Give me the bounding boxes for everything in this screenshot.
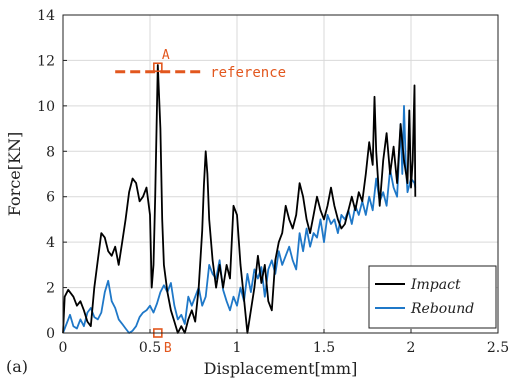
- y-tick-label: 6: [46, 190, 55, 206]
- marker-a: [153, 62, 163, 73]
- x-tick-label: 1.5: [313, 340, 335, 356]
- y-tick-label: 8: [46, 144, 55, 160]
- tick-labels: 0 0.5 1 1.5 2 2.5 0 2 4 6 8 10 12 14: [37, 8, 509, 356]
- plot-frame: [62, 14, 499, 334]
- x-tick-label: 2: [407, 340, 416, 356]
- y-tick-label: 10: [37, 99, 55, 115]
- series-layer: [62, 64, 417, 334]
- y-tick-label: 2: [46, 281, 55, 297]
- legend-label-rebound: Rebound: [410, 301, 474, 317]
- y-tick-label: 4: [46, 235, 55, 251]
- y-tick-label: 12: [37, 53, 55, 69]
- panel-label: (a): [6, 357, 28, 376]
- annotation-layer: reference A B: [115, 48, 286, 356]
- y-tick-label: 14: [37, 8, 55, 24]
- series-line-rebound: [62, 105, 417, 334]
- legend-label-impact: Impact: [410, 277, 461, 293]
- x-tick-label: 0.5: [139, 340, 161, 356]
- legend: Impact Rebound: [368, 265, 497, 329]
- reference-label: reference: [210, 65, 286, 81]
- series-line-impact: [62, 64, 417, 334]
- y-axis-label: Force[KN]: [5, 132, 24, 216]
- legend-box: [368, 265, 497, 329]
- x-axis-label: Displacement[mm]: [204, 359, 358, 378]
- y-tick-label: 0: [46, 326, 55, 342]
- x-tick-label: 1: [233, 340, 242, 356]
- x-tick-label: 2.5: [487, 340, 509, 356]
- label-b: B: [164, 341, 172, 356]
- label-a: A: [162, 48, 170, 63]
- x-tick-label: 0: [59, 340, 68, 356]
